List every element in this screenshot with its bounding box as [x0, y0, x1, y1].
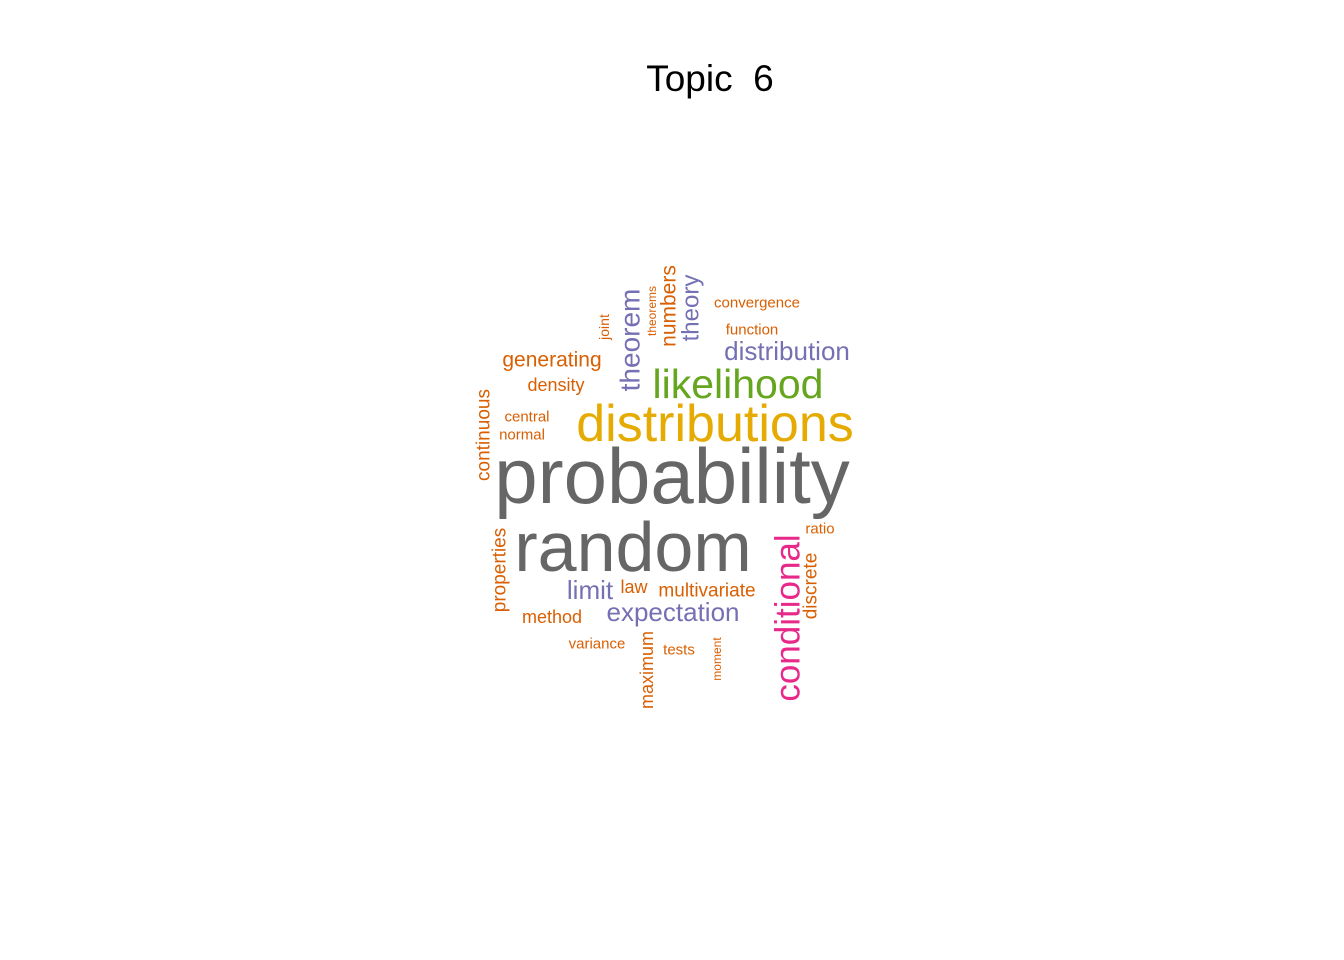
word-limit: limit: [567, 575, 614, 605]
word-central: central: [504, 409, 549, 426]
word-numbers: numbers: [658, 265, 681, 347]
word-normal: normal: [499, 427, 545, 444]
word-probability: probability: [494, 432, 850, 520]
word-continuous: continuous: [474, 389, 495, 481]
word-function: function: [726, 322, 779, 339]
word-discrete: discrete: [801, 553, 822, 620]
chart-title: Topic 6: [646, 58, 774, 99]
word-ratio: ratio: [805, 521, 834, 538]
word-moment: moment: [710, 637, 724, 681]
word-tests: tests: [663, 642, 695, 659]
word-joint: joint: [596, 314, 612, 341]
word-law: law: [620, 577, 648, 597]
word-multivariate: multivariate: [658, 581, 755, 602]
word-random: random: [514, 508, 751, 586]
word-properties: properties: [490, 528, 511, 613]
word-variance: variance: [569, 636, 626, 653]
word-maximum: maximum: [637, 631, 657, 709]
word-generating: generating: [502, 349, 601, 372]
word-density: density: [527, 375, 584, 395]
word-theory: theory: [678, 275, 705, 342]
word-convergence: convergence: [714, 295, 800, 312]
word-likelihood: likelihood: [653, 361, 824, 407]
word-method: method: [522, 607, 582, 627]
word-distribution: distribution: [724, 336, 850, 366]
word-conditional: conditional: [769, 534, 808, 701]
word-distributions: distributions: [576, 395, 853, 453]
word-theorem: theorem: [615, 289, 646, 392]
word-theorems: theorems: [645, 286, 659, 336]
word-expectation: expectation: [607, 597, 740, 627]
